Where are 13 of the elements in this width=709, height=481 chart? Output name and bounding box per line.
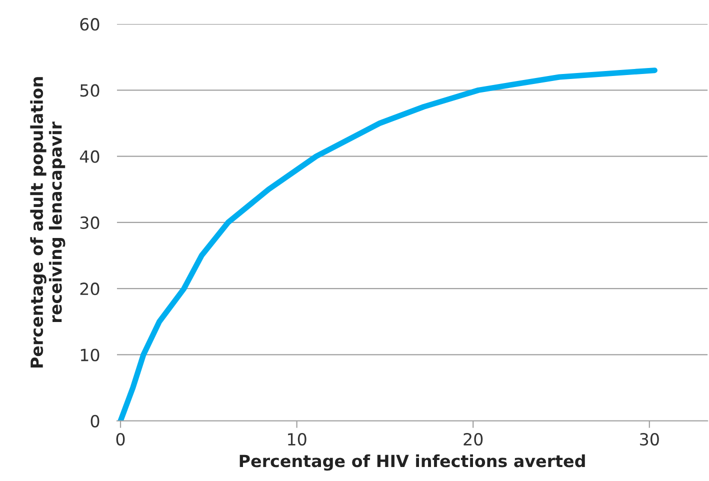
x-tick-label: 30 — [640, 432, 659, 446]
y-tick-label: 0 — [90, 414, 100, 428]
x-axis-title: Percentage of HIV infections averted — [240, 454, 585, 471]
y-tick-label: 50 — [80, 84, 100, 97]
y-tick-label: 60 — [80, 18, 100, 31]
x-tick-label: 0 — [116, 432, 125, 446]
x-tick-label: 20 — [464, 432, 483, 446]
y-tick-label: 20 — [80, 282, 100, 296]
y-tick-label: 10 — [80, 348, 100, 362]
x-tick-label: 10 — [288, 432, 306, 446]
y-tick-label: 30 — [80, 216, 100, 230]
y-axis-title: Percentage of adult population receiving lenacapavir — [30, 77, 66, 368]
y-tick-label: 40 — [80, 150, 100, 163]
